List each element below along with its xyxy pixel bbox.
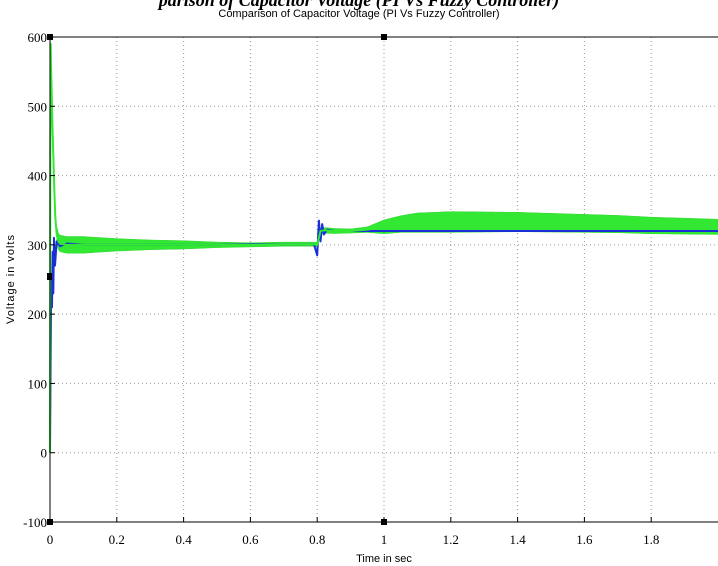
y-tick-label-7: 600 [28,30,48,45]
axes [47,34,718,525]
x-tick-label-4: 0.8 [309,532,325,547]
y-tick-label-3: 200 [28,307,48,322]
y-tick-label-1: 0 [41,446,48,461]
x-tick-label-8: 1.6 [576,532,593,547]
marker-top-center [381,34,387,40]
x-tick-label-3: 0.6 [242,532,259,547]
x-tick-label-0: 0 [47,532,54,547]
y-tick-label-0: -100 [23,515,47,530]
y-axis-label: Voltage in volts [5,234,17,324]
chart-title: Comparison of Capacitor Voltage (PI Vs F… [218,8,500,20]
tick-labels: 0 0.2 0.4 0.6 0.8 1 1.2 1.4 1.6 1.8-1000100200300… [23,30,659,547]
x-tick-label-5: 1 [381,532,388,547]
x-tick-label-6: 1.2 [443,532,459,547]
marker-mid-left [47,273,52,280]
series-line-1 [49,42,718,453]
x-axis-label: Time in sec [356,553,412,565]
y-tick-label-4: 300 [28,238,48,253]
y-tick-label-5: 400 [28,169,48,184]
x-tick-label-9: 1.8 [643,532,659,547]
y-tick-label-2: 100 [28,376,48,391]
series-group [49,42,718,453]
y-tick-label-6: 500 [28,99,48,114]
x-tick-label-1: 0.2 [109,532,125,547]
x-tick-label-7: 1.4 [509,532,526,547]
x-tick-label-2: 0.4 [175,532,192,547]
figure-caption-heading: parison of Capacitor Voltage (PI Vs Fuzz… [158,0,560,10]
grid [50,37,718,522]
